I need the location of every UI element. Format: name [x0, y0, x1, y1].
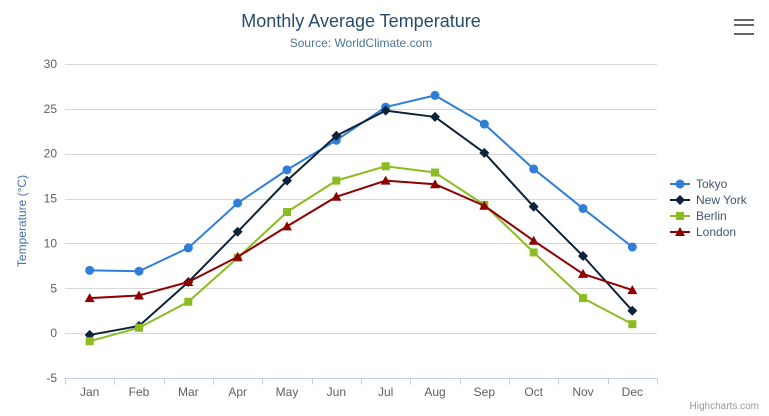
point-tokyo-aug[interactable]: [430, 90, 440, 100]
legend-label: Berlin: [696, 209, 727, 223]
point-london-jun[interactable]: [331, 191, 342, 201]
point-london-mar[interactable]: [183, 277, 194, 287]
circle-marker-glyph[interactable]: [675, 179, 685, 189]
point-new-york-sep[interactable]: [479, 147, 490, 158]
point-london-oct[interactable]: [528, 235, 539, 245]
diamond-marker-glyph[interactable]: [675, 195, 685, 205]
point-tokyo-feb[interactable]: [134, 266, 144, 276]
series-line-tokyo[interactable]: [88, 94, 634, 273]
diamond-marker-icon: [670, 195, 690, 205]
point-berlin-jun[interactable]: [332, 176, 341, 185]
point-berlin-jan[interactable]: [85, 337, 94, 346]
x-tick-label: Mar: [178, 385, 199, 399]
y-tick-label: 25: [44, 102, 58, 116]
x-tick-label: Dec: [622, 385, 643, 399]
chart-title: Monthly Average Temperature: [241, 11, 481, 31]
y-tick-label: 10: [44, 236, 58, 250]
series-line-berlin[interactable]: [88, 165, 634, 343]
y-tick-label: -5: [46, 371, 57, 385]
point-london-jul[interactable]: [380, 175, 391, 185]
point-berlin-may[interactable]: [283, 208, 291, 217]
x-tick-label: Jan: [80, 385, 99, 399]
point-tokyo-nov[interactable]: [578, 203, 588, 213]
y-tick-label: 5: [50, 281, 57, 295]
y-tick-label: 30: [44, 57, 58, 71]
triangle-marker-icon: [670, 227, 690, 236]
point-london-nov[interactable]: [578, 268, 588, 278]
point-tokyo-sep[interactable]: [479, 119, 489, 129]
point-london-aug[interactable]: [430, 179, 440, 189]
x-tick-label: Aug: [424, 385, 445, 399]
legend-item-new-york[interactable]: New York: [669, 194, 747, 206]
point-london-feb[interactable]: [134, 290, 144, 300]
point-berlin-oct[interactable]: [529, 248, 538, 257]
point-tokyo-may[interactable]: [282, 165, 292, 175]
y-tick-label: 0: [50, 326, 57, 340]
circle-marker-icon: [670, 179, 690, 189]
legend-label: Tokyo: [696, 177, 728, 191]
x-tick-label: Nov: [572, 385, 593, 399]
credits-link[interactable]: Highcharts.com: [689, 401, 759, 412]
point-berlin-nov[interactable]: [579, 294, 587, 303]
point-new-york-apr[interactable]: [232, 226, 243, 237]
legend-item-berlin[interactable]: Berlin: [669, 210, 747, 222]
point-tokyo-dec[interactable]: [627, 242, 637, 252]
point-new-york-oct[interactable]: [528, 201, 539, 212]
square-marker-glyph[interactable]: [676, 212, 684, 220]
series-line-new-york[interactable]: [88, 109, 634, 336]
point-berlin-dec[interactable]: [628, 320, 637, 329]
legend-item-london[interactable]: London: [669, 226, 747, 238]
point-new-york-jun[interactable]: [331, 130, 342, 141]
legend-label: London: [696, 225, 737, 239]
point-london-apr[interactable]: [232, 251, 243, 261]
hamburger-icon: [734, 19, 754, 35]
y-axis-title: Temperature (°C): [15, 174, 29, 268]
chart-subtitle: Source: WorldClimate.com: [289, 36, 433, 50]
legend-label: New York: [696, 193, 747, 207]
x-tick-label: Jul: [378, 385, 393, 399]
x-tick-label: Feb: [129, 385, 150, 399]
x-tick-label: Apr: [228, 385, 247, 399]
point-new-york-nov[interactable]: [578, 250, 588, 261]
point-berlin-aug[interactable]: [431, 168, 439, 177]
point-new-york-aug[interactable]: [430, 111, 440, 122]
point-new-york-jul[interactable]: [380, 105, 391, 116]
y-tick-label: 20: [44, 147, 58, 161]
triangle-marker-glyph[interactable]: [675, 227, 685, 236]
point-new-york-dec[interactable]: [627, 305, 638, 316]
point-tokyo-oct[interactable]: [529, 164, 539, 174]
point-london-sep[interactable]: [479, 200, 490, 210]
x-tick-label: May: [276, 385, 299, 399]
series-line-london[interactable]: [88, 179, 634, 300]
point-tokyo-apr[interactable]: [233, 198, 243, 208]
x-tick-label: Jun: [327, 385, 346, 399]
legend: Tokyo New York Berlin London: [669, 178, 747, 238]
square-marker-icon: [670, 212, 690, 220]
export-menu-button[interactable]: [730, 15, 758, 39]
point-berlin-jul[interactable]: [381, 162, 390, 171]
y-tick-label: 15: [44, 192, 58, 206]
x-tick-label: Oct: [524, 385, 543, 399]
point-london-dec[interactable]: [627, 285, 638, 295]
point-london-may[interactable]: [282, 221, 292, 231]
point-tokyo-mar[interactable]: [183, 243, 193, 253]
point-london-jan[interactable]: [84, 293, 95, 303]
point-berlin-feb[interactable]: [135, 323, 143, 332]
legend-item-tokyo[interactable]: Tokyo: [669, 178, 747, 190]
point-tokyo-jan[interactable]: [85, 265, 95, 275]
point-berlin-mar[interactable]: [184, 297, 193, 306]
x-tick-label: Sep: [474, 385, 496, 399]
point-new-york-may[interactable]: [282, 175, 292, 186]
